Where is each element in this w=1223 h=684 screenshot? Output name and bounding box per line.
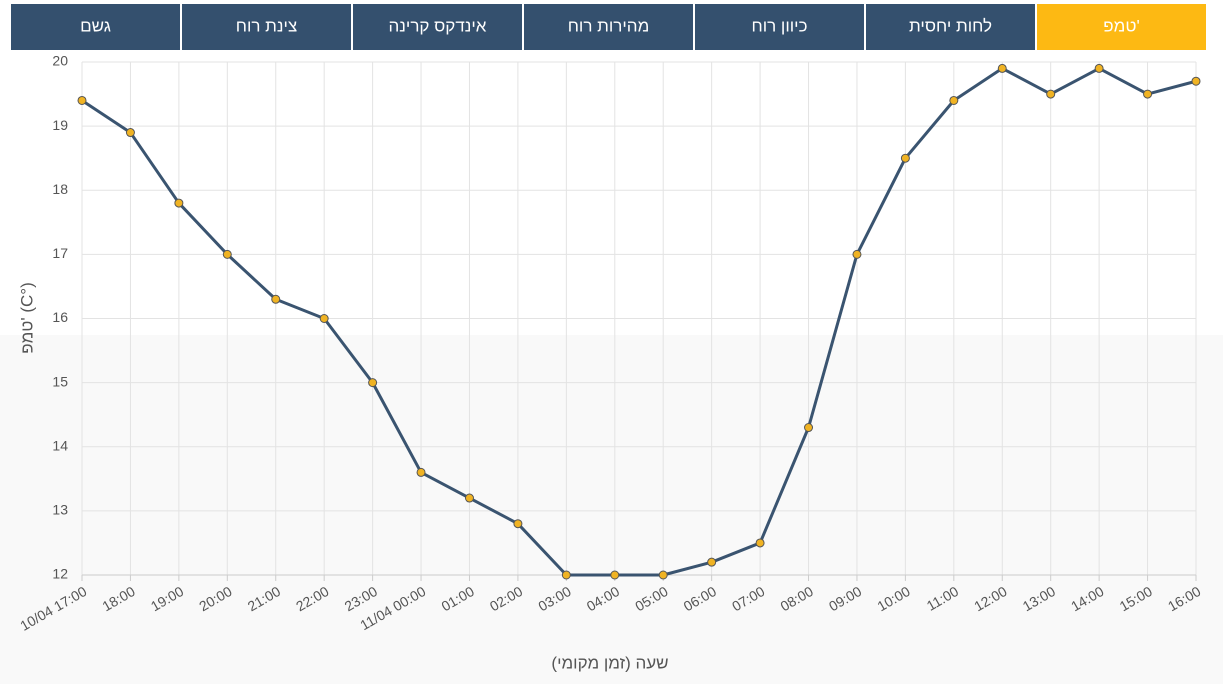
point: [271, 294, 281, 304]
point: [755, 538, 765, 548]
y-tick-label: 15: [52, 373, 68, 389]
point: [77, 95, 87, 105]
tab[interactable]: [866, 4, 1035, 50]
lower-background: [0, 335, 1223, 684]
point: [416, 467, 426, 477]
point: [852, 249, 862, 259]
tab[interactable]: [524, 4, 693, 50]
y-tick-label: 20: [52, 53, 68, 69]
tab-label[interactable]: לחות יחסית: [909, 16, 992, 35]
y-axis-label: טמפ' (C°): [17, 282, 36, 354]
point: [368, 378, 378, 388]
tab-label[interactable]: גשם: [80, 16, 111, 35]
point: [319, 314, 329, 323]
point: [997, 63, 1007, 73]
y-tick-label: 14: [52, 437, 68, 453]
point: [707, 557, 717, 567]
tab-label[interactable]: צינת רוח: [236, 16, 297, 35]
tab[interactable]: [11, 4, 180, 50]
y-tick-label: 18: [52, 181, 68, 197]
point: [1191, 76, 1201, 86]
x-axis-label: שעה (זמן מקומי): [551, 653, 668, 672]
y-tick-label: 13: [52, 502, 68, 518]
point: [804, 423, 814, 433]
point: [900, 153, 910, 163]
y-tick-label: 19: [52, 117, 68, 133]
point: [222, 249, 232, 259]
point: [1143, 89, 1153, 99]
tab[interactable]: [695, 4, 864, 50]
point: [1094, 63, 1104, 73]
series-line: [81, 66, 1197, 577]
y-tick-label: 12: [52, 566, 68, 582]
tab[interactable]: [353, 4, 522, 50]
tab-label[interactable]: מהירות רוח: [568, 16, 650, 35]
tab[interactable]: [182, 4, 351, 50]
y-tick-label: 16: [52, 309, 68, 325]
point: [464, 493, 474, 503]
tab-label[interactable]: כיוון רוח: [752, 16, 808, 35]
point: [561, 570, 571, 580]
tab-label[interactable]: אינדקס קרינה: [389, 16, 487, 35]
point: [513, 519, 523, 529]
point: [174, 198, 184, 208]
tab-label[interactable]: טמפ': [1103, 16, 1139, 35]
point: [1046, 89, 1056, 99]
point: [610, 570, 620, 580]
point: [125, 128, 135, 138]
y-tick-label: 17: [52, 245, 68, 261]
point: [658, 570, 668, 580]
point: [949, 95, 959, 105]
tab[interactable]: [1037, 4, 1206, 50]
